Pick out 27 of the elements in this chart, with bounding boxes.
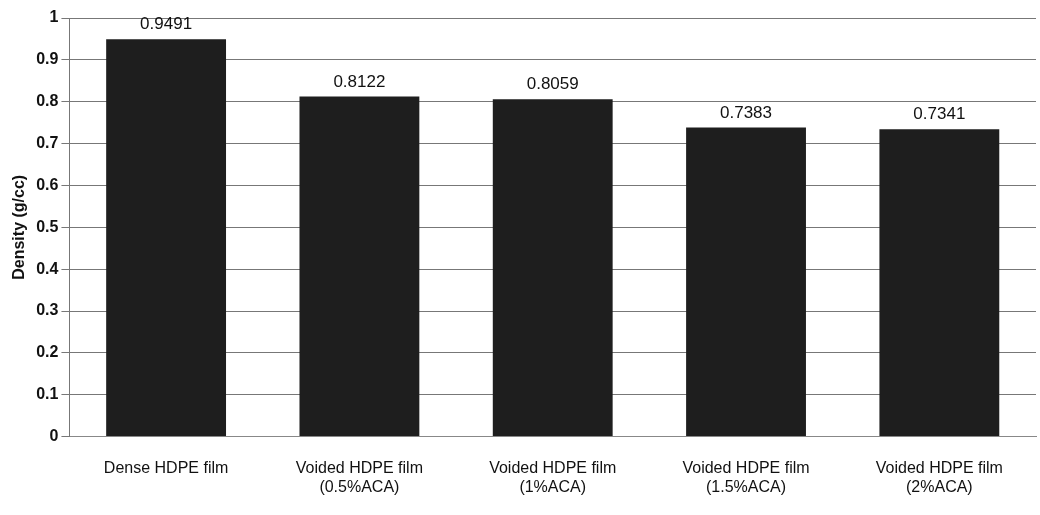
y-tick-label: 1 (49, 8, 59, 26)
x-tick-label: Dense HDPE film (103, 458, 229, 476)
data-label: 0.7383 (720, 102, 773, 122)
data-label: 0.8122 (333, 71, 386, 91)
y-tick-label: 0.5 (36, 217, 59, 235)
y-tick-label: 0.2 (36, 343, 59, 361)
bar (106, 39, 227, 437)
data-label: 0.9491 (140, 14, 193, 34)
bar (879, 129, 1000, 437)
y-tick-label: 0.1 (36, 385, 59, 403)
y-tick-label: 0.8 (36, 92, 59, 110)
x-tick-label: Voided HDPE film (1%ACA) (489, 458, 617, 495)
x-tick-label: Voided HDPE film (0.5%ACA) (295, 458, 423, 495)
x-tick-label: Voided HDPE film (1.5%ACA) (682, 458, 810, 495)
y-tick-label: 0.9 (36, 50, 59, 68)
y-tick-label: 0.7 (36, 133, 59, 151)
data-label: 0.7341 (913, 104, 966, 124)
y-tick-label: 0.3 (36, 301, 59, 319)
bar (686, 127, 806, 437)
y-tick-label: 0 (49, 427, 59, 445)
bar (492, 99, 613, 437)
y-tick-label: 0.4 (36, 259, 59, 277)
x-tick-label: Voided HDPE film (2%ACA) (875, 458, 1003, 495)
y-tick-label: 0.6 (36, 175, 59, 193)
bar (299, 96, 420, 437)
y-axis-title: Density (g/cc) (10, 174, 28, 280)
data-label: 0.8059 (526, 74, 579, 94)
